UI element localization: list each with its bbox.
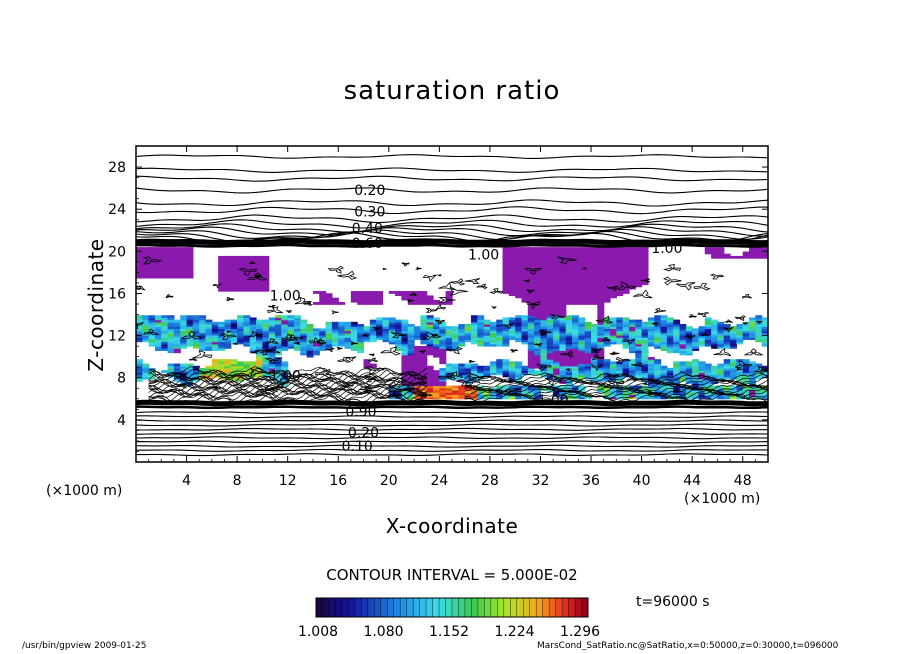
colorbar-segment [510,598,518,617]
colorbar-frame [315,597,589,618]
x-tick-label: 40 [633,473,651,489]
colorbar-segment [348,598,356,617]
colorbar: 1.008 1.080 1.152 1.224 1.296 [298,597,600,640]
contour-interval-text: CONTOUR INTERVAL = 5.000E-02 [326,566,578,584]
contour-layer [136,154,768,457]
contour-label: 1.00 [270,369,301,385]
colorbar-segment [419,598,427,617]
colorbar-tick-label: 1.152 [429,624,469,640]
contour-label: 0.30 [354,204,385,220]
colorbar-segment [575,598,583,617]
colorbar-segment [445,598,453,617]
colorbar-segment [432,598,440,617]
chart-title: saturation ratio [343,76,561,106]
contour-label: 1.00 [468,248,499,264]
colorbar-segment [458,598,466,617]
time-label: t=96000 s [636,594,710,610]
x-axis-label: X-coordinate [385,514,519,538]
y-tick-label: 20 [108,244,126,260]
x-tick-label: 8 [233,473,242,489]
x-tick-label: 32 [532,473,550,489]
y-tick-label: 28 [108,160,126,176]
y-tick-label: 4 [117,413,126,429]
y-tick-label: 16 [108,286,126,302]
colorbar-segment [503,598,511,617]
x-tick-label: 36 [582,473,600,489]
colorbar-segment [335,598,343,617]
colorbar-tick-label: 1.224 [494,624,534,640]
colorbar-segment [568,598,576,617]
colorbar-segment [464,598,472,617]
contour-label: 1.00 [270,289,301,305]
colorbar-segment [367,598,375,617]
colorbar-tick-label: 1.008 [298,624,338,640]
x-tick-label: 44 [683,473,701,489]
contour-label-layer: 0.20 0.300.400.60 1.00 1.00 1.00 1.00 1.00 0.90… [270,183,683,455]
colorbar-segment [413,598,421,617]
colorbar-segment [439,598,447,617]
colorbar-segment [542,598,550,617]
contour-label: 0.10 [342,439,373,455]
contour-label: 1.00 [651,241,682,257]
colorbar-segment [536,598,544,617]
colorbar-segment [484,598,492,617]
x-axis-unit: (×1000 m) [684,491,761,507]
colorbar-segment [523,598,531,617]
colorbar-segment [516,598,524,617]
x-tick-label: 24 [430,473,448,489]
colorbar-segment [562,598,570,617]
y-tick-label: 12 [108,329,126,345]
colorbar-segment [549,598,557,617]
contour-label: 0.20 [354,183,385,199]
y-axis-label: Z-coordinate [84,238,108,372]
y-axis-unit: (×1000 m) [46,483,123,499]
colorbar-segment [316,598,323,617]
footer-right: MarsCond_SatRatio.nc@SatRatio,x=0:50000,… [537,641,839,651]
x-tick-label: 4 [182,473,191,489]
colorbar-segment [581,598,589,617]
footer-left: /usr/bin/gpview 2009-01-25 [22,641,147,651]
colorbar-segment [452,598,459,617]
colorbar-segment [406,598,414,617]
colorbar-segment [374,598,382,617]
contour-label: 0.90 [345,404,376,420]
colorbar-segment [426,598,434,617]
colorbar-segment [322,598,330,617]
colorbar-segment [555,598,563,617]
contour-label: 1.00 [538,393,569,409]
y-tick-label: 24 [108,202,126,218]
colorbar-segment [341,598,349,617]
x-tick-label: 48 [734,473,752,489]
x-tick-label: 16 [329,473,347,489]
colorbar-segment [400,598,408,617]
contour-label: 0.60 [352,236,383,252]
colorbar-segment [393,598,401,617]
x-tick-label: 28 [481,473,499,489]
x-tick-label: 20 [380,473,398,489]
colorbar-segment [328,598,336,617]
colorbar-segment [387,598,395,617]
colorbar-tick-label: 1.080 [363,624,403,640]
colorbar-segment [490,598,498,617]
colorbar-segment [477,598,485,617]
colorbar-segment [354,598,362,617]
colorbar-tick-label: 1.296 [560,624,600,640]
colorbar-segment [361,598,369,617]
colorbar-segment [380,598,388,617]
colorbar-segment [497,598,505,617]
contour-label: 0.20 [348,426,379,442]
colorbar-segment [529,598,537,617]
x-tick-label: 12 [279,473,297,489]
contour-label: 0.40 [352,221,383,237]
colorbar-segment [471,598,479,617]
y-tick-label: 8 [117,371,126,387]
